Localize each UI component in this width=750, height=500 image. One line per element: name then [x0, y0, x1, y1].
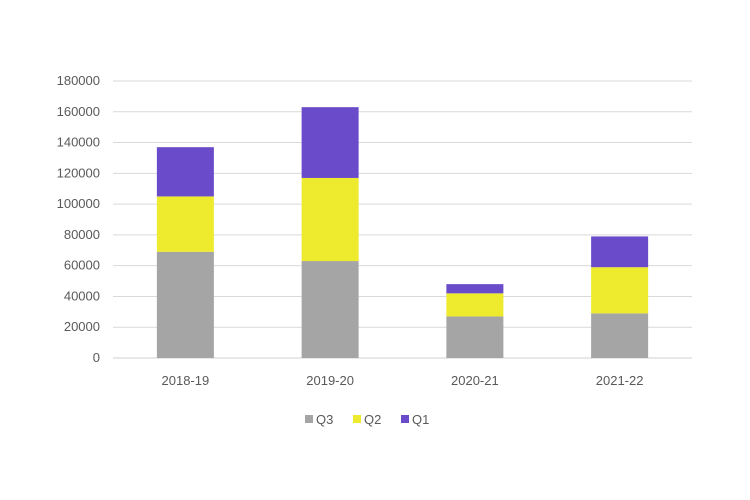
y-tick-label: 180000	[57, 73, 100, 88]
bar-q3-2019-20	[301, 261, 359, 358]
legend-label-q3: Q3	[316, 412, 333, 427]
x-tick-label: 2019-20	[306, 373, 354, 388]
y-tick-label: 0	[93, 350, 100, 365]
bar-q2-2018-19	[156, 196, 214, 252]
bar-q3-2021-22	[591, 313, 649, 358]
legend-swatch-q1	[401, 415, 409, 423]
legend-label-q1: Q1	[412, 412, 429, 427]
y-tick-label: 80000	[64, 227, 100, 242]
bar-q2-2020-21	[446, 293, 504, 317]
bar-q2-2021-22	[591, 267, 649, 314]
x-axis: 2018-19 2019-20 2020-21 2021-22	[162, 373, 644, 388]
bar-q1-2018-19	[156, 147, 214, 197]
bar-q3-2020-21	[446, 316, 504, 358]
x-tick-label: 2018-19	[162, 373, 210, 388]
legend-swatch-q2	[353, 415, 361, 423]
y-tick-label: 120000	[57, 165, 100, 180]
y-tick-label: 140000	[57, 135, 100, 150]
bar-q3-2018-19	[156, 251, 214, 358]
y-tick-label: 20000	[64, 319, 100, 334]
bar-q1-2020-21	[446, 284, 504, 294]
x-tick-label: 2020-21	[451, 373, 499, 388]
x-tick-label: 2021-22	[596, 373, 644, 388]
y-tick-label: 100000	[57, 196, 100, 211]
y-axis: 0 20000 40000 60000 80000 100000 120000 140000 1…	[57, 73, 100, 365]
y-tick-label: 160000	[57, 104, 100, 119]
legend: Q3 Q2 Q1	[305, 412, 429, 427]
y-tick-label: 60000	[64, 258, 100, 273]
bars	[156, 107, 649, 358]
legend-swatch-q3	[305, 415, 313, 423]
bar-q1-2019-20	[301, 107, 359, 178]
y-tick-label: 40000	[64, 288, 100, 303]
legend-label-q2: Q2	[364, 412, 381, 427]
bar-q2-2019-20	[301, 177, 359, 262]
bar-q1-2021-22	[591, 236, 649, 268]
